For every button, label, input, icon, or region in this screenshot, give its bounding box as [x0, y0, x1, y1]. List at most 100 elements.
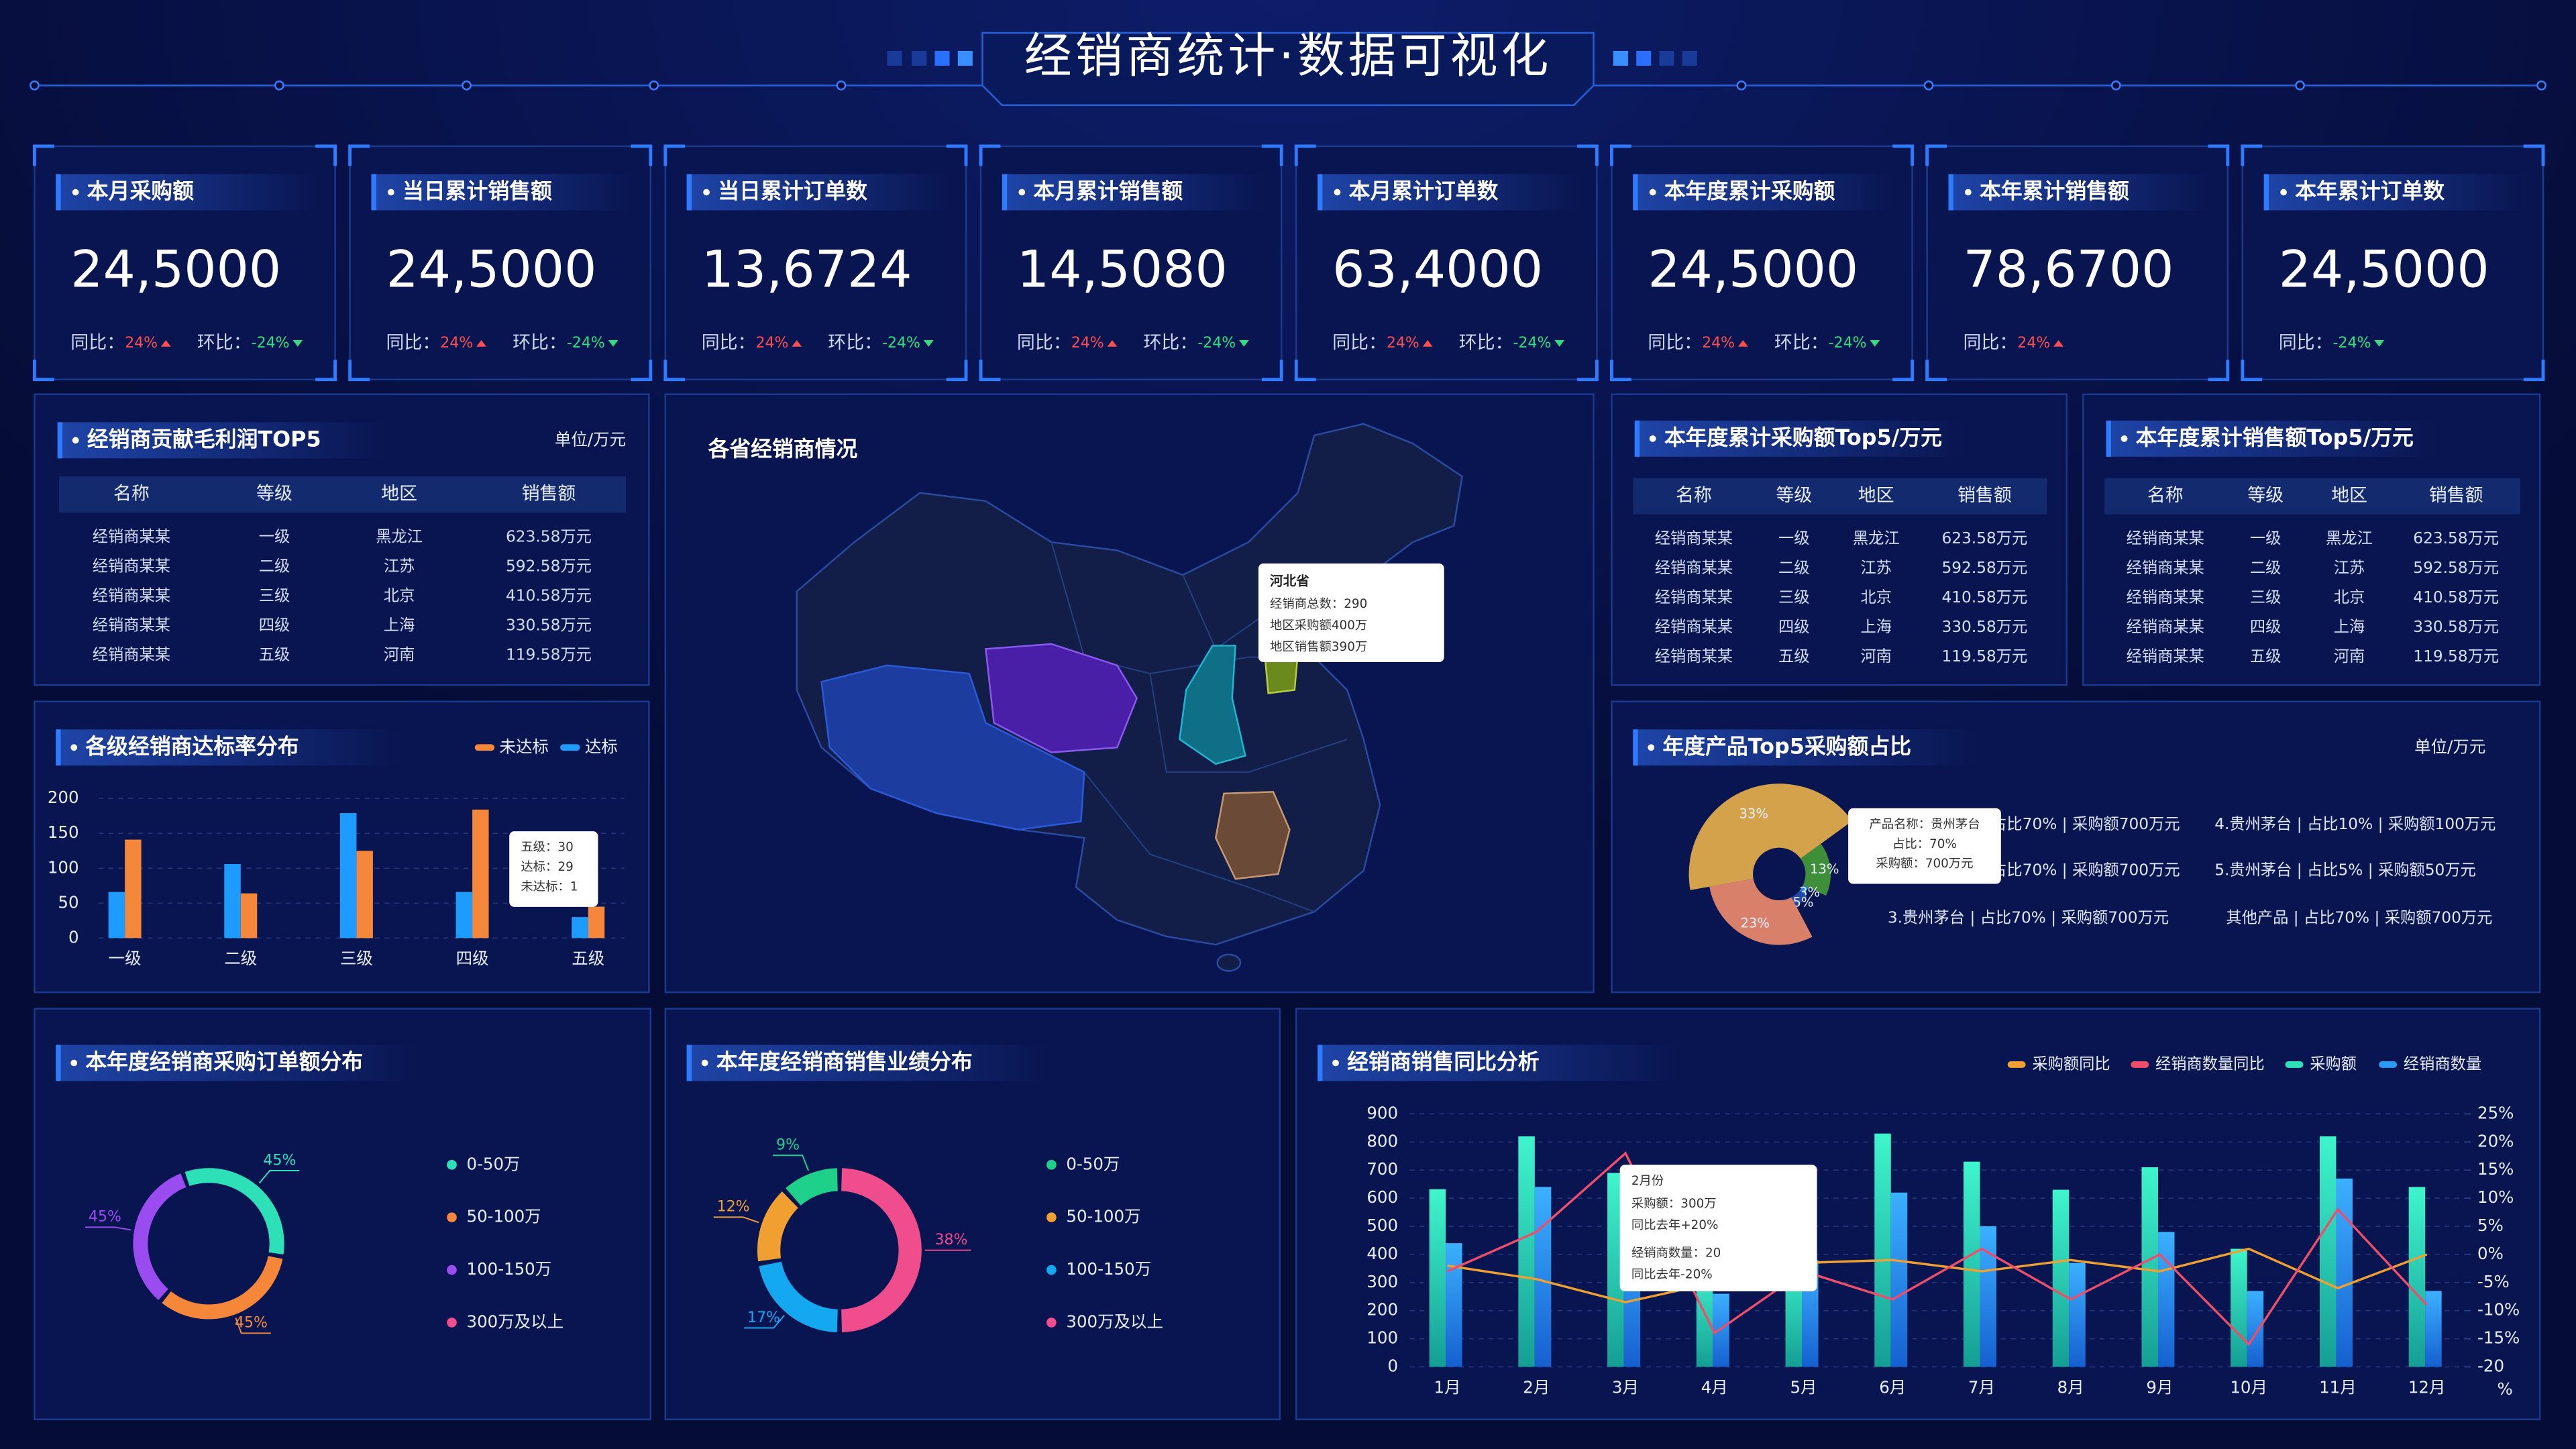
trend-arrow	[608, 339, 619, 347]
corner	[1610, 144, 1631, 166]
y-tick-label: 100	[1366, 1328, 1398, 1348]
y2-tick-label: 15%	[2477, 1159, 2514, 1179]
trend-arrow	[160, 339, 171, 347]
legend-swatch	[474, 744, 495, 751]
kpi-stat-label: 环比：	[828, 332, 882, 353]
title-accent	[1318, 1044, 1323, 1081]
corner	[663, 144, 686, 166]
table-cell: 119.58万元	[506, 646, 592, 664]
kpi-label: 本月累计销售额	[1033, 178, 1183, 204]
table-cell: 经销商某某	[1655, 647, 1733, 665]
y-tick-label: 0	[68, 927, 79, 947]
corner	[32, 144, 54, 166]
title-dot	[70, 744, 78, 751]
legend-dot	[447, 1265, 457, 1275]
table-cell: 江苏	[384, 557, 415, 575]
y2-tick-label: -5%	[2477, 1272, 2510, 1291]
panel-title: 本年度经销商销售业绩分布	[716, 1049, 973, 1074]
value-label: 5%	[1792, 895, 1813, 910]
kpi-stat-value: 24%	[125, 335, 158, 352]
column-header: 销售额	[1957, 485, 2012, 506]
corner	[2523, 144, 2545, 166]
value-label: 45%	[263, 1152, 296, 1169]
title-dot	[1332, 1059, 1339, 1067]
legend-label: 未达标	[499, 737, 548, 756]
title-accent	[1634, 420, 1640, 457]
x-tick-label: 6月	[1879, 1377, 1906, 1397]
legend-label: 达标	[585, 737, 618, 756]
table-cell: 592.58万元	[506, 557, 592, 575]
table-cell: 经销商某某	[93, 557, 170, 575]
y-tick-label: 300	[1366, 1272, 1398, 1291]
header-dot	[462, 80, 472, 91]
table-cell: 一级	[1778, 529, 1810, 547]
kpi-label: 当日累计订单数	[718, 178, 867, 204]
table-cell: 经销商某某	[93, 527, 170, 545]
kpi-stat-label: 同比：	[2279, 332, 2333, 353]
pie-segment	[184, 1168, 284, 1254]
title-bar	[1633, 729, 1978, 766]
region-tibet	[820, 664, 1085, 830]
legend-label: 100-150万	[1066, 1259, 1151, 1279]
title-bar	[57, 422, 386, 459]
y-tick-label: 100	[48, 857, 79, 877]
table-cell: 592.58万元	[1941, 559, 2027, 577]
kpi-stat-value: 24%	[2017, 335, 2050, 352]
leader-line	[235, 1317, 271, 1334]
tooltip-line: 采购额：700万元	[1876, 857, 1973, 871]
header-square	[1636, 50, 1652, 66]
x-tick-label: 2月	[1523, 1377, 1550, 1397]
x-tick-label: 五级	[572, 949, 604, 968]
table-cell: 北京	[2334, 588, 2365, 606]
table-cell: 经销商某某	[1655, 588, 1733, 606]
legend-dot	[447, 1212, 457, 1223]
bar	[472, 809, 489, 938]
tooltip-line: 经销商总数：290	[1270, 597, 1367, 611]
legend-text: 占比70% | 采购额700万元	[1991, 861, 2180, 879]
title-bar	[1318, 1044, 1679, 1081]
header-square	[1613, 50, 1628, 66]
panel-title: 各级经销商达标率分布	[85, 733, 299, 759]
x-tick-label: 四级	[456, 949, 489, 968]
column-header: 名称	[113, 484, 150, 504]
title-accent	[371, 174, 376, 211]
header-dot	[30, 80, 40, 91]
title-bar	[56, 1044, 418, 1081]
bar	[240, 893, 258, 938]
kpi-value: 24,5000	[386, 240, 597, 299]
table-cell: 黑龙江	[2326, 529, 2373, 547]
title-accent	[1318, 174, 1323, 211]
table-cell: 经销商某某	[93, 586, 170, 604]
region-shaanxi	[1179, 645, 1246, 765]
header-dot	[649, 80, 659, 91]
y-tick-label: 500	[1366, 1216, 1398, 1235]
trend-arrow	[923, 339, 934, 347]
column-header: 地区	[1858, 485, 1894, 506]
legend-swatch	[560, 744, 580, 751]
title-dot	[2280, 189, 2287, 196]
legend-dot	[1046, 1159, 1057, 1170]
table-cell: 经销商某某	[2127, 647, 2204, 665]
table-cell: 黑龙江	[1853, 529, 1900, 547]
title-accent	[2106, 420, 2111, 457]
column-header: 名称	[1676, 485, 1712, 506]
bar	[1534, 1187, 1552, 1367]
corner	[663, 360, 686, 382]
column-header: 等级	[2247, 485, 2284, 506]
kpi-stat-value: -24%	[252, 335, 290, 352]
header-square	[912, 50, 927, 66]
header-dot	[836, 80, 847, 91]
title-accent	[686, 174, 692, 211]
corner	[315, 144, 337, 166]
corner	[946, 360, 968, 382]
kpi-stat-value: -24%	[2333, 335, 2371, 352]
y-tick-label: 0	[1388, 1356, 1399, 1376]
kpi-stat-label: 同比：	[702, 332, 756, 353]
bar	[2425, 1291, 2442, 1367]
kpi-stat-label: 同比：	[386, 332, 441, 353]
trend-arrow	[2053, 339, 2063, 347]
tooltip-line: 采购额：300万	[1631, 1197, 1717, 1211]
corner	[1577, 144, 1599, 166]
legend-swatch	[2285, 1061, 2304, 1068]
x-tick-label: 3月	[1612, 1377, 1639, 1397]
